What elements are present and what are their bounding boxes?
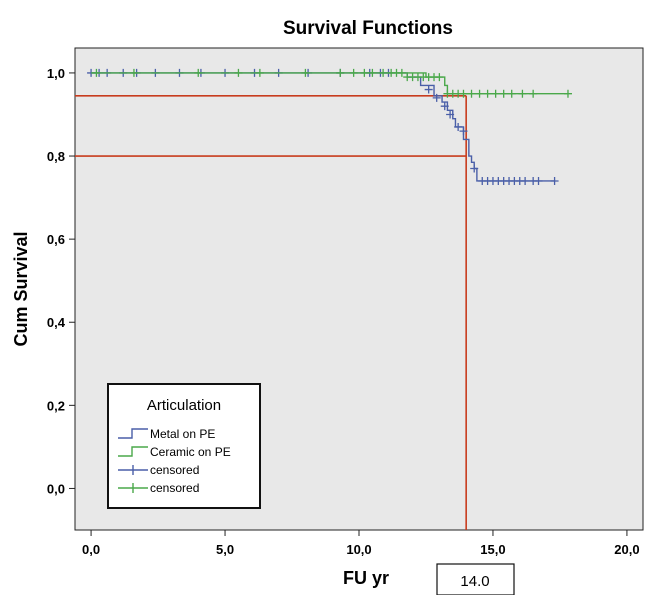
reference-lines	[75, 94, 467, 530]
chart-title: Survival Functions	[283, 18, 453, 39]
legend-step-symbol	[118, 428, 148, 439]
censored-mark	[470, 164, 479, 173]
censored-mark	[459, 89, 468, 98]
censored-mark	[129, 68, 138, 77]
y-tick-label: 0,2	[47, 398, 65, 413]
censored-mark	[397, 68, 406, 77]
censored-mark	[507, 89, 516, 98]
legend-step-symbol	[118, 446, 148, 457]
censored-mark	[521, 176, 530, 185]
legend-censor-symbol	[118, 465, 148, 475]
legend-label: censored	[150, 481, 199, 495]
censored-mark	[529, 89, 538, 98]
x-tick-label: 0,0	[82, 542, 100, 557]
series-layer	[87, 68, 572, 185]
censored-mark	[432, 93, 441, 102]
censored-mark	[454, 122, 463, 131]
censored-mark	[563, 89, 572, 98]
y-axis-ticks: 0,0 0,2 0,4 0,6 0,8 1,0	[47, 66, 75, 496]
censored-mark	[360, 68, 369, 77]
censored-mark	[234, 68, 243, 77]
legend-label: Ceramic on PE	[150, 445, 231, 459]
censored-mark	[379, 68, 388, 77]
censored-mark	[368, 68, 377, 77]
censored-mark	[446, 110, 455, 119]
censored-mark	[194, 68, 203, 77]
legend-entries: Metal on PE Ceramic on PE censored censored	[118, 427, 231, 495]
censored-mark	[483, 89, 492, 98]
legend-item-censored-metal: censored	[118, 463, 199, 477]
x-tick-label: 10,0	[346, 542, 371, 557]
censored-mark	[349, 68, 358, 77]
censored-mark	[550, 176, 559, 185]
legend: Articulation Metal on PE Ceramic on PE cen…	[107, 383, 261, 509]
censored-mark	[499, 89, 508, 98]
legend-item-censored-ceramic: censored	[118, 481, 199, 495]
censored-mark	[518, 89, 527, 98]
y-tick-label: 0,6	[47, 232, 65, 247]
legend-label: Metal on PE	[150, 427, 215, 441]
y-tick-label: 0,8	[47, 149, 65, 164]
y-tick-label: 0,4	[47, 315, 66, 330]
y-tick-label: 1,0	[47, 66, 65, 81]
censored-mark	[475, 89, 484, 98]
y-tick-label: 0,0	[47, 481, 65, 496]
annotation-frame	[436, 563, 515, 595]
censored-mark	[435, 73, 444, 82]
censored-mark	[255, 68, 264, 77]
x-axis-ticks: 0,0 5,0 10,0 15,0 20,0	[82, 530, 640, 557]
censored-mark	[459, 127, 468, 136]
legend-item-metal-on-pe: Metal on PE	[118, 427, 215, 441]
censored-mark	[301, 68, 310, 77]
x-tick-label: 15,0	[480, 542, 505, 557]
annotation-text: 14.0	[460, 573, 489, 590]
series-line-metal-on-pe	[91, 72, 555, 182]
censored-mark	[440, 102, 449, 111]
censored-mark	[534, 176, 543, 185]
censored-mark	[92, 68, 101, 77]
y-axis-title: Cum Survival	[11, 231, 31, 346]
legend-title: Articulation	[147, 397, 221, 414]
legend-label: censored	[150, 463, 199, 477]
x-tick-label: 20,0	[614, 542, 639, 557]
censored-mark	[336, 68, 345, 77]
censored-mark	[424, 85, 433, 94]
annotation-box: 14.0	[436, 563, 515, 595]
x-tick-label: 5,0	[216, 542, 234, 557]
legend-censor-symbol	[118, 483, 148, 493]
x-axis-title: FU yr	[343, 568, 389, 588]
legend-item-ceramic-on-pe: Ceramic on PE	[118, 445, 231, 459]
censored-mark	[491, 89, 500, 98]
censored-mark	[467, 89, 476, 98]
